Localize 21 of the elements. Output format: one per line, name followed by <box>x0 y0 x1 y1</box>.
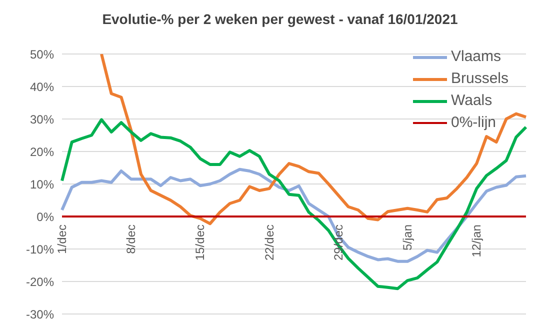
x-tick-label: 22/dec <box>262 224 276 261</box>
x-tick-label: 12/jan <box>470 224 484 258</box>
legend-label: Brussels <box>451 69 509 89</box>
x-tick-label: 5/jan <box>400 224 415 251</box>
y-tick-label: -20% <box>26 274 54 289</box>
y-tick-label: 20% <box>30 144 54 159</box>
legend-label: Waals <box>451 91 492 111</box>
chart-title: Evolutie-% per 2 weken per gewest - vanaf 16/01/2021 <box>101 10 459 29</box>
x-tick-label: 15/dec <box>193 224 208 261</box>
x-tick-label: 8/dec <box>124 224 138 254</box>
x-tick-label: 29/dec <box>331 224 346 261</box>
legend-label: Vlaams <box>451 47 502 67</box>
y-tick-label: -10% <box>26 242 54 256</box>
legend-label: 0%-lijn <box>451 113 496 133</box>
y-tick-label: -30% <box>26 307 54 322</box>
y-tick-label: 30% <box>30 112 54 126</box>
y-tick-label: 50% <box>30 47 54 62</box>
y-tick-label: 0% <box>36 210 54 224</box>
y-tick-label: 10% <box>30 177 54 192</box>
x-tick-label: 1/dec <box>55 224 69 254</box>
y-tick-label: 40% <box>30 80 54 94</box>
